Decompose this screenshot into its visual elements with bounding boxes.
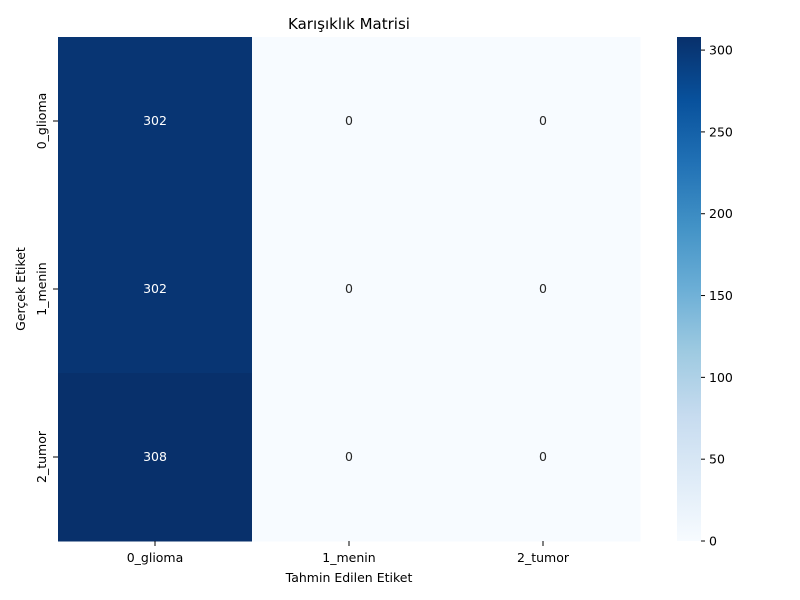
- colorbar-tick-label: 150: [709, 288, 733, 303]
- x-tick-label: 0_glioma: [127, 550, 184, 565]
- cell-value-label: 0: [539, 113, 547, 128]
- cell-value-label: 0: [345, 281, 353, 296]
- colorbar-tick-label: 300: [709, 43, 733, 58]
- colorbar-tick-label: 200: [709, 206, 733, 221]
- heatmap-cell: [446, 373, 641, 542]
- y-axis: 0_glioma 1_menin 2_tumor: [34, 93, 58, 483]
- heatmap-cell: [446, 37, 641, 206]
- x-axis: 0_glioma 1_menin 2_tumor: [127, 541, 570, 565]
- colorbar-tick-label: 250: [709, 124, 733, 139]
- heatmap-cell: [58, 205, 253, 374]
- heatmap-cell: [252, 373, 447, 542]
- heatmap-cell: [252, 205, 447, 374]
- colorbar-tick-label: 100: [709, 370, 733, 385]
- colorbar-gradient: [677, 37, 701, 541]
- heatmap-cell-labels: 302 0 0 302 0 0 308 0 0: [143, 113, 547, 464]
- y-tick-label: 2_tumor: [34, 430, 49, 483]
- cell-value-label: 302: [143, 281, 167, 296]
- y-axis-label: Gerçek Etiket: [13, 247, 28, 331]
- heatmap-cells: [58, 37, 641, 542]
- colorbar-tick-label: 0: [709, 534, 717, 549]
- cell-value-label: 308: [143, 449, 167, 464]
- colorbar-tick-label: 50: [709, 452, 725, 467]
- heatmap-cell: [58, 37, 253, 206]
- chart-title: Karışıklık Matrisi: [288, 15, 410, 33]
- cell-value-label: 0: [539, 449, 547, 464]
- x-axis-label: Tahmin Edilen Etiket: [285, 570, 413, 585]
- y-tick-label: 0_glioma: [34, 93, 49, 150]
- heatmap-cell: [58, 373, 253, 542]
- cell-value-label: 0: [345, 449, 353, 464]
- heatmap-cell: [446, 205, 641, 374]
- cell-value-label: 302: [143, 113, 167, 128]
- y-tick-label: 1_menin: [34, 262, 49, 315]
- x-tick-label: 2_tumor: [517, 550, 570, 565]
- colorbar: 0 50 100 150 200 250 300: [677, 37, 733, 549]
- heatmap-cell: [252, 37, 447, 206]
- x-tick-label: 1_menin: [322, 550, 375, 565]
- cell-value-label: 0: [539, 281, 547, 296]
- cell-value-label: 0: [345, 113, 353, 128]
